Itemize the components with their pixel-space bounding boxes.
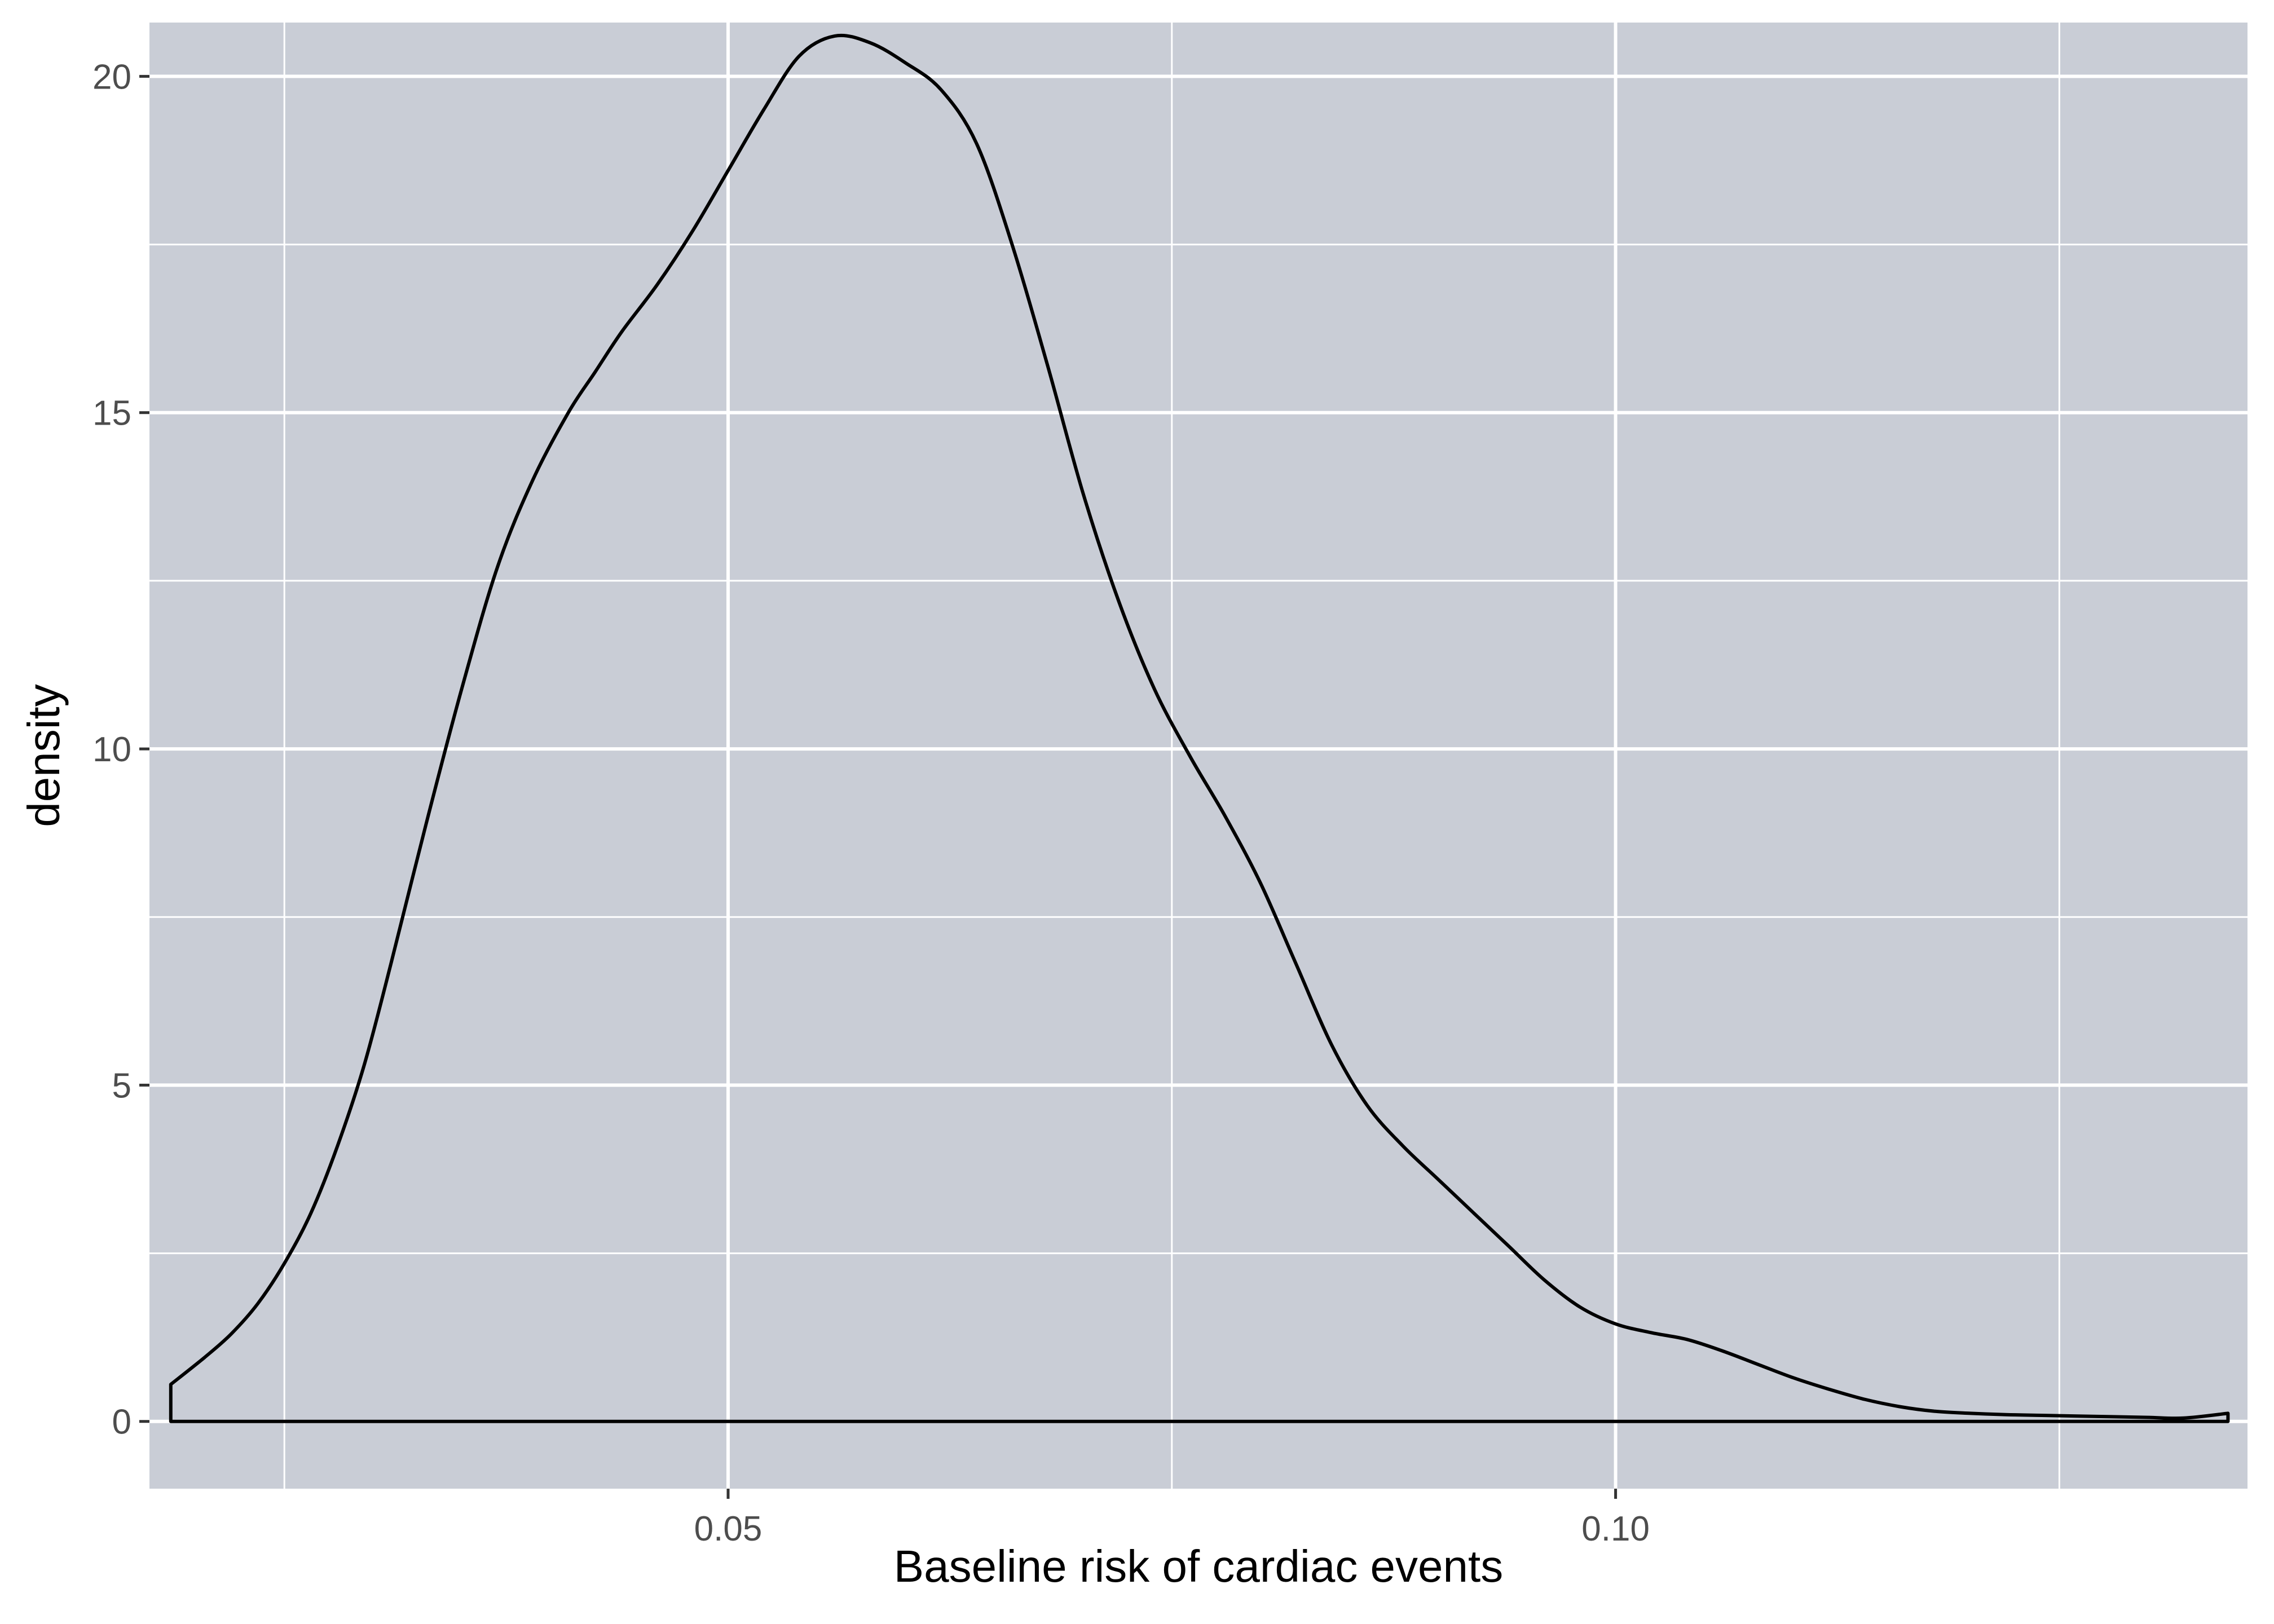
x-axis-ticks: 0.05 0.10 (694, 1489, 1650, 1548)
y-tick-label: 15 (92, 394, 131, 433)
y-tick-label: 20 (92, 58, 131, 96)
y-axis-ticks: 0 5 10 15 20 (92, 58, 149, 1442)
x-tick-label: 0.10 (1581, 1510, 1650, 1548)
panel-background (149, 23, 2247, 1489)
x-tick-label: 0.05 (694, 1510, 763, 1548)
minor-gridlines (149, 23, 2247, 1489)
x-axis-title: Baseline risk of cardiac events (894, 1541, 1504, 1591)
y-tick-label: 10 (92, 730, 131, 769)
y-tick-label: 5 (112, 1066, 131, 1105)
density-curve (169, 33, 2230, 1423)
y-axis-title: density (19, 684, 69, 827)
y-tick-label: 0 (112, 1403, 131, 1442)
